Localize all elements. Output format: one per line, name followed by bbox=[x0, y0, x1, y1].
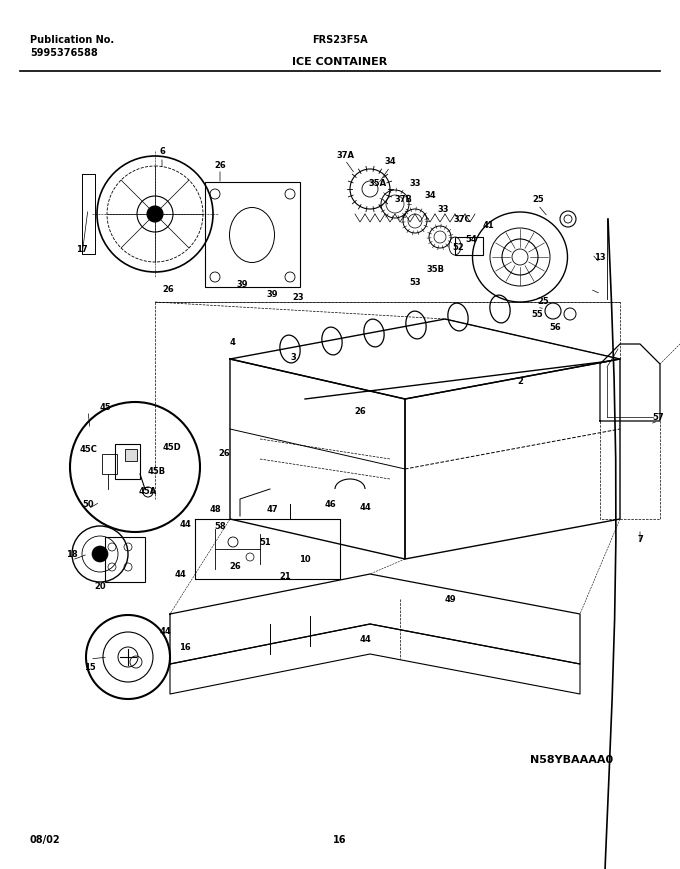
Text: 26: 26 bbox=[162, 285, 174, 295]
Text: 44: 44 bbox=[174, 570, 186, 579]
Text: 21: 21 bbox=[279, 572, 291, 580]
Text: 16: 16 bbox=[333, 834, 347, 844]
Text: ICE CONTAINER: ICE CONTAINER bbox=[292, 57, 388, 67]
Text: 20: 20 bbox=[95, 582, 106, 591]
Text: 18: 18 bbox=[66, 550, 78, 559]
Text: 17: 17 bbox=[76, 245, 88, 255]
Text: 4: 4 bbox=[229, 338, 235, 347]
Text: 53: 53 bbox=[409, 278, 421, 287]
Text: 37C: 37C bbox=[453, 216, 471, 224]
Text: 23: 23 bbox=[292, 293, 304, 302]
Text: 45B: 45B bbox=[148, 467, 166, 476]
Text: 45A: 45A bbox=[139, 487, 157, 496]
Text: 48: 48 bbox=[209, 505, 221, 514]
Text: 50: 50 bbox=[82, 500, 94, 509]
Text: 49: 49 bbox=[444, 594, 456, 604]
Text: 44: 44 bbox=[179, 520, 191, 529]
Circle shape bbox=[147, 207, 163, 222]
Text: 2: 2 bbox=[517, 377, 523, 386]
Text: 41: 41 bbox=[482, 220, 494, 229]
Text: N58YBAAAA0: N58YBAAAA0 bbox=[530, 754, 613, 764]
Text: 35A: 35A bbox=[369, 178, 387, 188]
Text: 44: 44 bbox=[159, 627, 171, 636]
Text: 5995376588: 5995376588 bbox=[30, 48, 98, 58]
Text: 33: 33 bbox=[437, 205, 449, 215]
Text: 51: 51 bbox=[259, 538, 271, 547]
Text: 26: 26 bbox=[218, 449, 230, 458]
Text: 33: 33 bbox=[409, 178, 421, 188]
Text: 10: 10 bbox=[299, 555, 311, 564]
Text: 52: 52 bbox=[452, 243, 464, 252]
Text: 45: 45 bbox=[99, 403, 111, 412]
Text: 39: 39 bbox=[267, 290, 277, 299]
Text: 6: 6 bbox=[159, 148, 165, 156]
Bar bbox=[125, 449, 137, 461]
Text: Publication No.: Publication No. bbox=[30, 35, 114, 45]
Text: 13: 13 bbox=[594, 253, 606, 262]
Text: 44: 44 bbox=[359, 503, 371, 512]
Text: 46: 46 bbox=[324, 500, 336, 509]
Text: 25: 25 bbox=[537, 297, 549, 306]
Text: 56: 56 bbox=[549, 323, 561, 332]
Text: 35B: 35B bbox=[426, 265, 444, 275]
Text: 3: 3 bbox=[290, 353, 296, 362]
Bar bbox=[205, 182, 300, 288]
Text: 34: 34 bbox=[424, 190, 436, 199]
Text: 45D: 45D bbox=[163, 443, 182, 452]
Text: 57: 57 bbox=[652, 413, 664, 422]
Circle shape bbox=[92, 547, 108, 562]
Bar bbox=[455, 238, 483, 255]
Text: 39: 39 bbox=[236, 280, 248, 289]
Text: 54: 54 bbox=[465, 235, 477, 244]
Text: 34: 34 bbox=[384, 157, 396, 166]
Text: 45C: 45C bbox=[79, 445, 97, 454]
Text: 44: 44 bbox=[359, 634, 371, 644]
Text: 7: 7 bbox=[637, 535, 643, 544]
Bar bbox=[115, 444, 140, 480]
Text: 16: 16 bbox=[179, 643, 191, 652]
Text: 26: 26 bbox=[354, 407, 366, 416]
Text: 08/02: 08/02 bbox=[30, 834, 61, 844]
Text: 55: 55 bbox=[531, 310, 543, 319]
Text: 26: 26 bbox=[214, 160, 226, 169]
Text: FRS23F5A: FRS23F5A bbox=[312, 35, 368, 45]
Text: 37A: 37A bbox=[336, 150, 354, 159]
Text: 47: 47 bbox=[266, 505, 278, 514]
Bar bbox=[102, 454, 117, 474]
Bar bbox=[105, 537, 145, 582]
Text: 37B: 37B bbox=[394, 196, 412, 204]
Text: 26: 26 bbox=[229, 562, 241, 571]
Text: 15: 15 bbox=[84, 663, 96, 672]
Text: 58: 58 bbox=[214, 522, 226, 531]
Text: 25: 25 bbox=[532, 196, 544, 204]
